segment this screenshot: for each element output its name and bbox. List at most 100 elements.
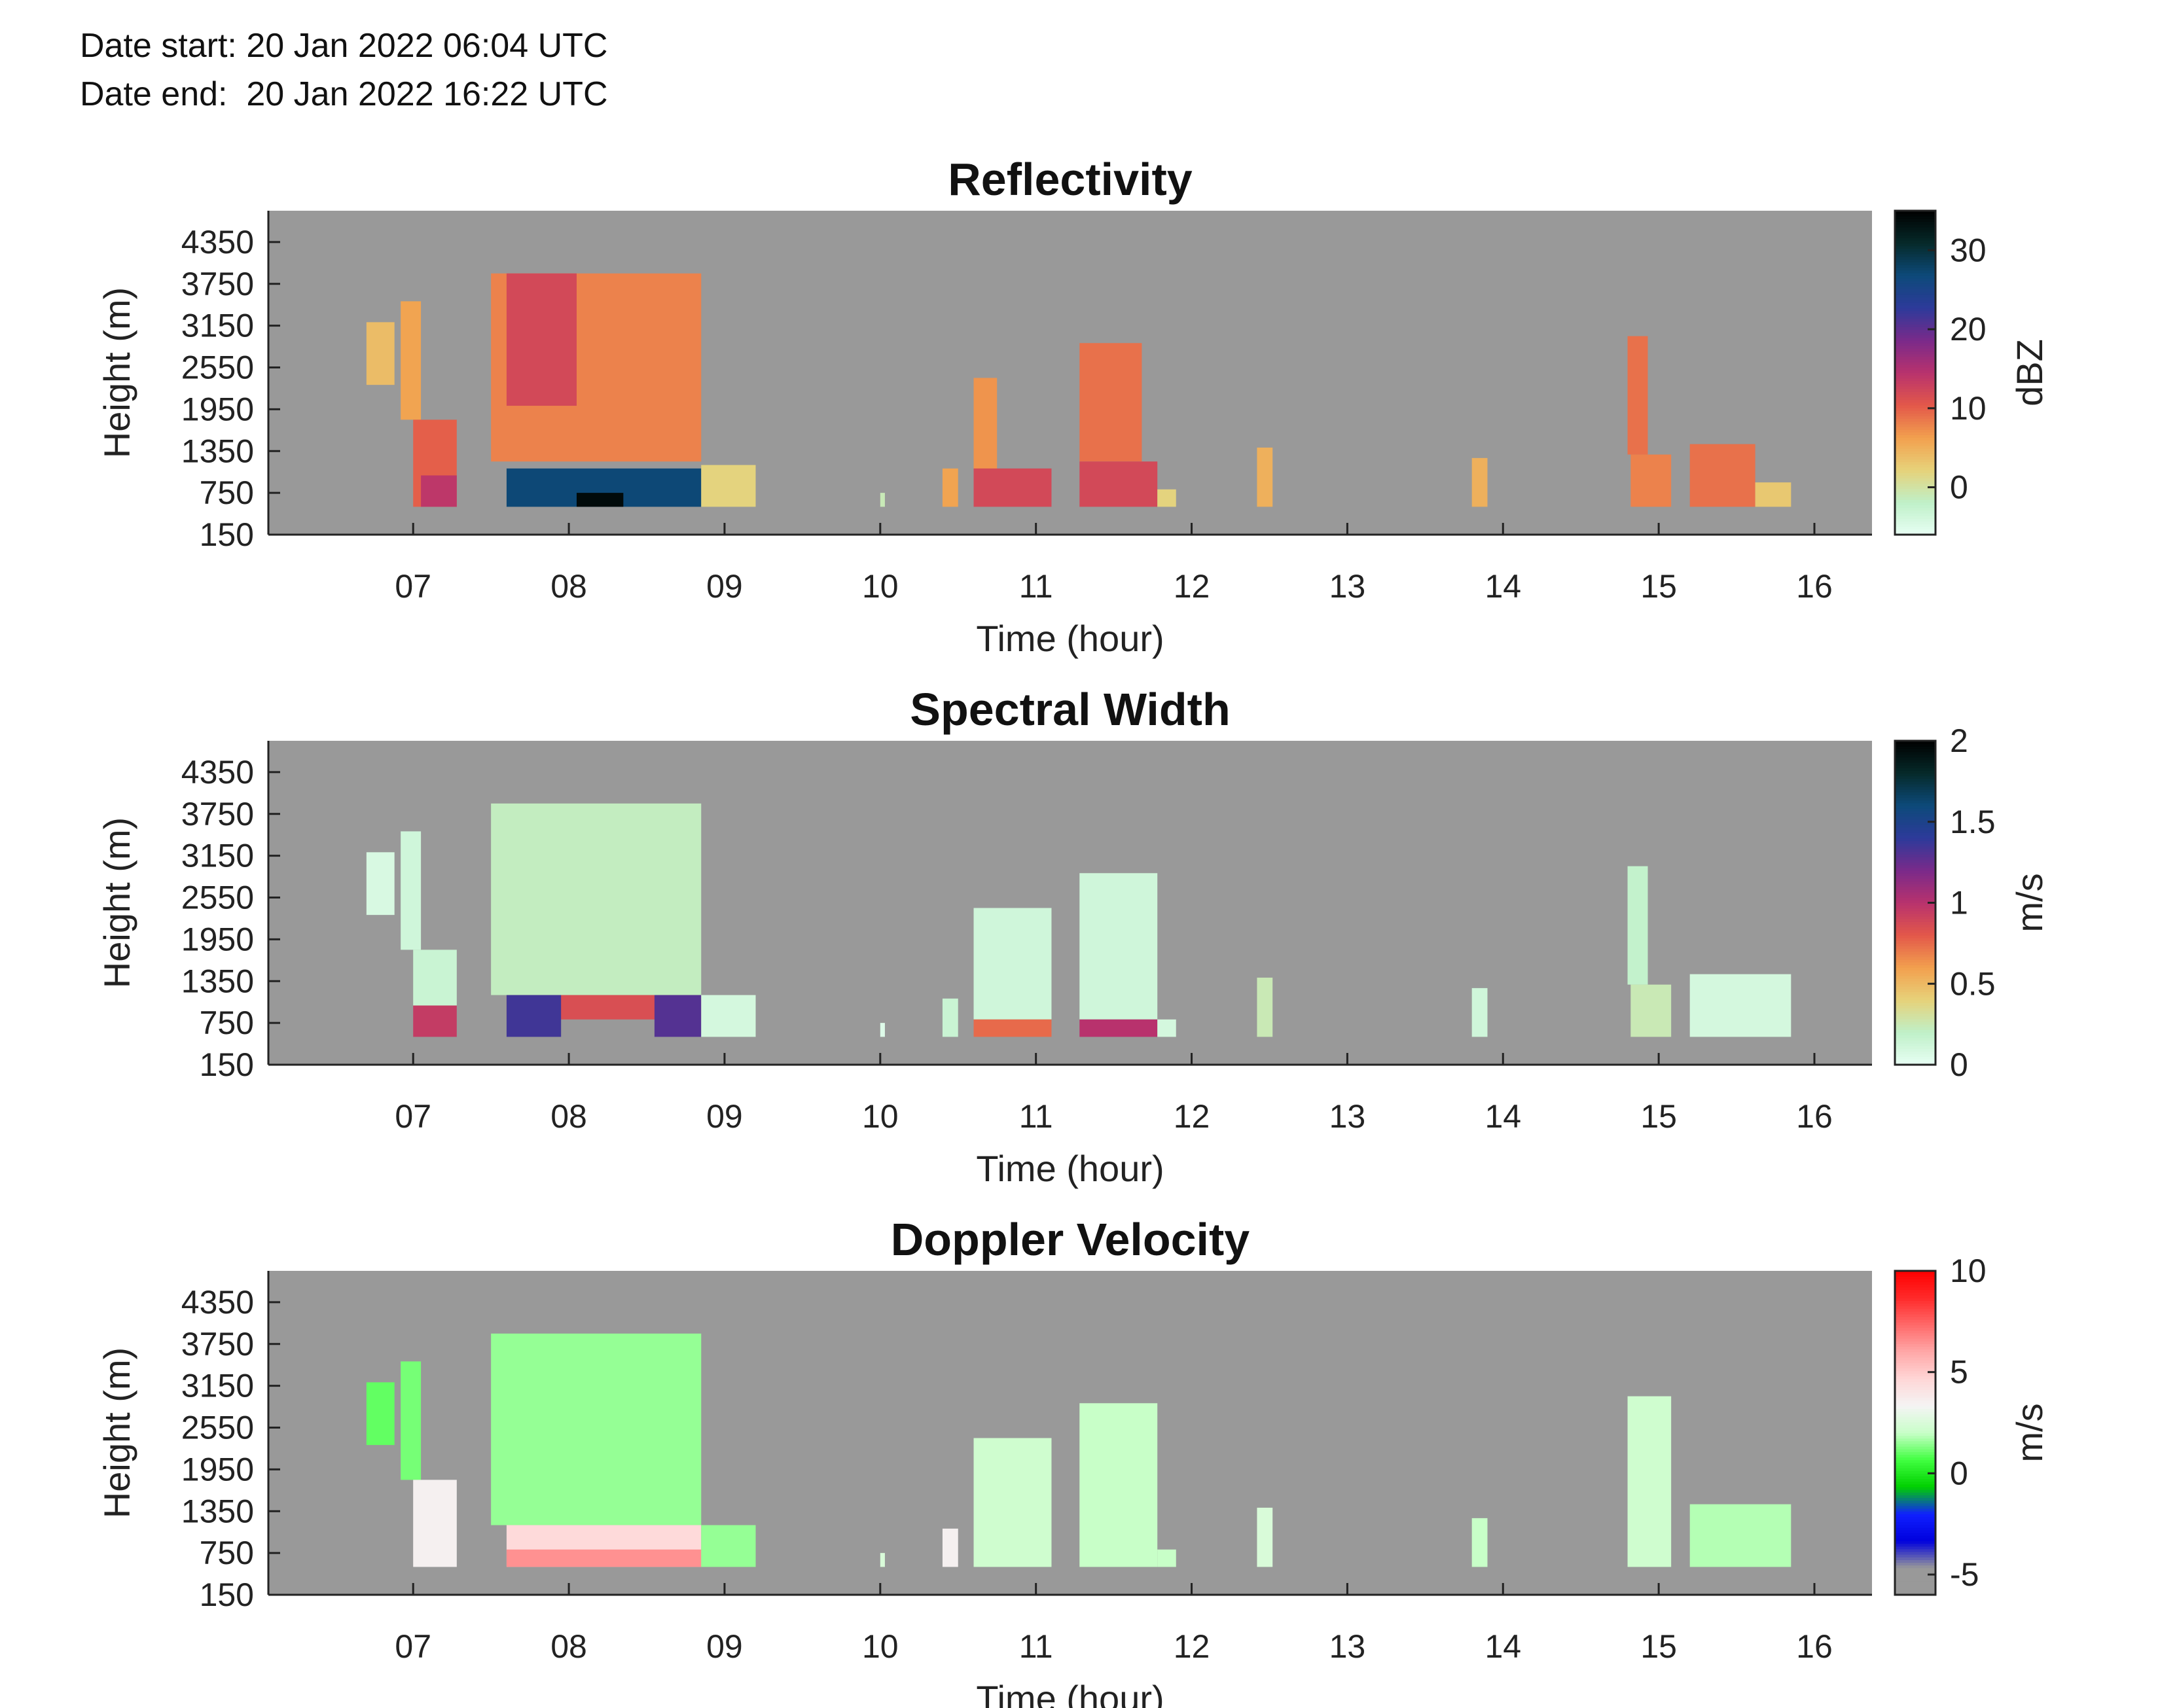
colorbar-swatch	[1895, 1430, 1935, 1434]
x-tick-label: 10	[862, 1098, 899, 1135]
colorbar-swatch	[1895, 1530, 1935, 1533]
colorbar-swatch	[1895, 499, 1935, 503]
colorbar-swatch	[1895, 840, 1935, 844]
colorbar-swatch	[1895, 423, 1935, 427]
data-cell	[973, 908, 1052, 1020]
colorbar-swatch	[1895, 1346, 1935, 1350]
colorbar-swatch	[1895, 997, 1935, 1001]
colorbar-swatch	[1895, 816, 1935, 820]
colorbar-swatch	[1895, 375, 1935, 379]
x-tick-label: 08	[550, 1628, 587, 1665]
colorbar-tick-label: 0	[1950, 469, 1968, 506]
colorbar-swatch	[1895, 948, 1935, 952]
colorbar-swatch	[1895, 797, 1935, 801]
colorbar-swatch	[1895, 243, 1935, 247]
colorbar-swatch	[1895, 951, 1935, 955]
colorbar-swatch	[1895, 775, 1935, 779]
colorbar-tick-label: 10	[1950, 1253, 1987, 1289]
colorbar-tick-label: 1.5	[1950, 804, 1996, 840]
data-cell	[506, 273, 577, 406]
colorbar-swatch	[1895, 1487, 1935, 1490]
y-axis-label: Height (m)	[96, 1347, 137, 1518]
x-tick-label: 07	[395, 568, 431, 605]
data-cell	[1079, 1403, 1158, 1567]
colorbar-swatch	[1895, 1338, 1935, 1342]
colorbar-swatch	[1895, 959, 1935, 963]
data-cell	[1630, 984, 1672, 1037]
y-tick-label: 1350	[181, 433, 254, 469]
colorbar-swatch	[1895, 910, 1935, 914]
x-tick-label: 14	[1485, 1628, 1521, 1665]
colorbar-swatch	[1895, 1336, 1935, 1339]
colorbar-swatch	[1895, 1018, 1935, 1022]
data-cell	[366, 1382, 395, 1446]
colorbar-swatch	[1895, 480, 1935, 484]
colorbar-swatch	[1895, 367, 1935, 370]
colorbar-swatch	[1895, 211, 1935, 214]
colorbar-swatch	[1895, 1303, 1935, 1307]
data-cell	[366, 322, 395, 385]
colorbar-swatch	[1895, 1054, 1935, 1058]
colorbar-swatch	[1895, 346, 1935, 349]
colorbar-swatch	[1895, 864, 1935, 868]
colorbar-swatch	[1895, 787, 1935, 790]
colorbar-swatch	[1895, 762, 1935, 766]
colorbar-swatch	[1895, 1027, 1935, 1030]
colorbar-swatch	[1895, 1351, 1935, 1355]
colorbar-swatch	[1895, 1514, 1935, 1517]
colorbar-swatch	[1895, 1384, 1935, 1387]
data-cell	[366, 852, 395, 916]
colorbar-swatch	[1895, 1037, 1935, 1041]
colorbar-swatch	[1895, 1381, 1935, 1385]
colorbar-swatch	[1895, 751, 1935, 755]
colorbar-swatch	[1895, 1368, 1935, 1372]
colorbar-swatch	[1895, 502, 1935, 506]
colorbar-swatch	[1895, 1365, 1935, 1369]
colorbar-swatch	[1895, 327, 1935, 330]
y-tick-label: 750	[200, 1535, 254, 1571]
data-cell	[401, 831, 422, 950]
colorbar-swatch	[1895, 953, 1935, 957]
colorbar-swatch	[1895, 1492, 1935, 1495]
colorbar-swatch	[1895, 291, 1935, 295]
data-cell	[880, 493, 885, 507]
data-cell	[1157, 1549, 1176, 1567]
colorbar-swatch	[1895, 806, 1935, 809]
colorbar-swatch	[1895, 1325, 1935, 1328]
colorbar-swatch	[1895, 1516, 1935, 1520]
colorbar-swatch	[1895, 343, 1935, 346]
colorbar-swatch	[1895, 1046, 1935, 1049]
colorbar-swatch	[1895, 765, 1935, 768]
colorbar-swatch	[1895, 451, 1935, 454]
colorbar-swatch	[1895, 756, 1935, 760]
y-tick-label: 1350	[181, 1493, 254, 1529]
colorbar-swatch	[1895, 808, 1935, 811]
y-tick-label: 2550	[181, 880, 254, 916]
colorbar-swatch	[1895, 418, 1935, 422]
colorbar-swatch	[1895, 800, 1935, 804]
data-cell	[491, 1333, 702, 1525]
y-tick-label: 1950	[181, 921, 254, 957]
colorbar-swatch	[1895, 892, 1935, 895]
colorbar-swatch	[1895, 1481, 1935, 1485]
colorbar-swatch	[1895, 789, 1935, 792]
colorbar-swatch	[1895, 437, 1935, 441]
x-tick-label: 16	[1796, 1098, 1833, 1135]
colorbar-swatch	[1895, 402, 1935, 406]
data-cell	[1079, 873, 1158, 1020]
colorbar-swatch	[1895, 356, 1935, 360]
colorbar-swatch	[1895, 835, 1935, 839]
colorbar-swatch	[1895, 1519, 1935, 1523]
colorbar-swatch	[1895, 921, 1935, 925]
data-cell	[1257, 1507, 1273, 1567]
colorbar-swatch	[1895, 1022, 1935, 1025]
y-tick-label: 750	[200, 1005, 254, 1041]
y-tick-label: 150	[200, 516, 254, 553]
x-tick-label: 07	[395, 1098, 431, 1135]
colorbar-swatch	[1895, 940, 1935, 944]
colorbar-swatch	[1895, 334, 1935, 338]
colorbar-swatch	[1895, 486, 1935, 489]
data-cell	[1471, 457, 1488, 507]
colorbar-swatch	[1895, 1314, 1935, 1317]
colorbar-swatch	[1895, 300, 1935, 303]
